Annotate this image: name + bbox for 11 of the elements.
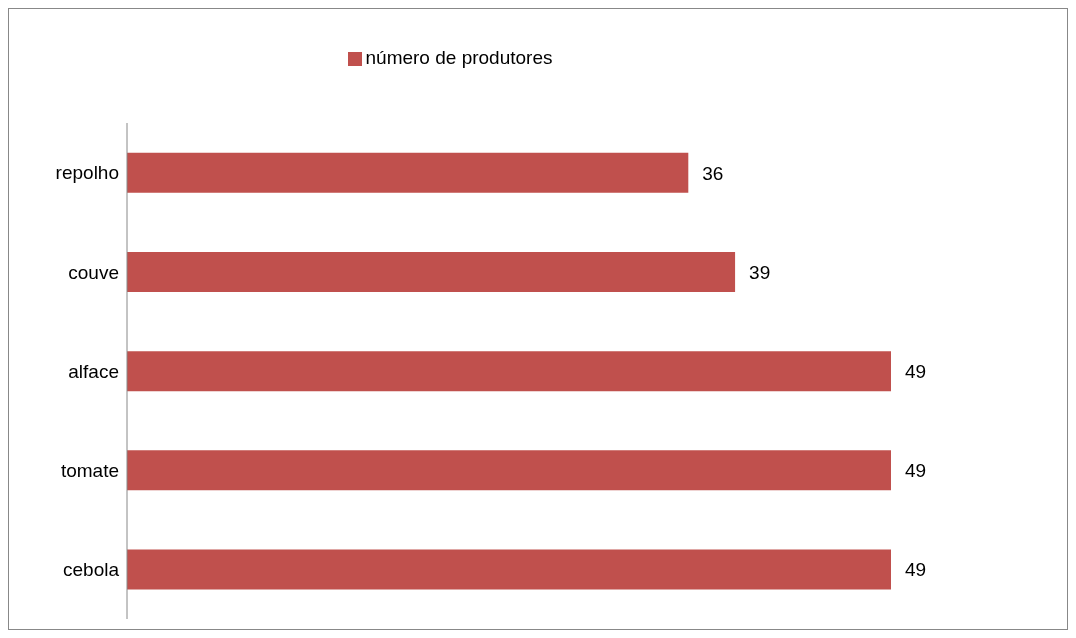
data-label: 49 — [905, 559, 927, 581]
data-label: 49 — [905, 460, 927, 482]
data-label: 49 — [905, 360, 927, 382]
data-label: 39 — [749, 261, 771, 283]
data-label: 36 — [702, 162, 724, 184]
y-tick-label: cebola — [63, 559, 120, 581]
legend-label: número de produtores — [365, 47, 553, 68]
y-tick-label: repolho — [55, 162, 119, 184]
y-tick-label: alface — [68, 360, 119, 382]
y-tick-label: tomate — [60, 459, 119, 481]
y-tick-label: couve — [68, 261, 119, 283]
